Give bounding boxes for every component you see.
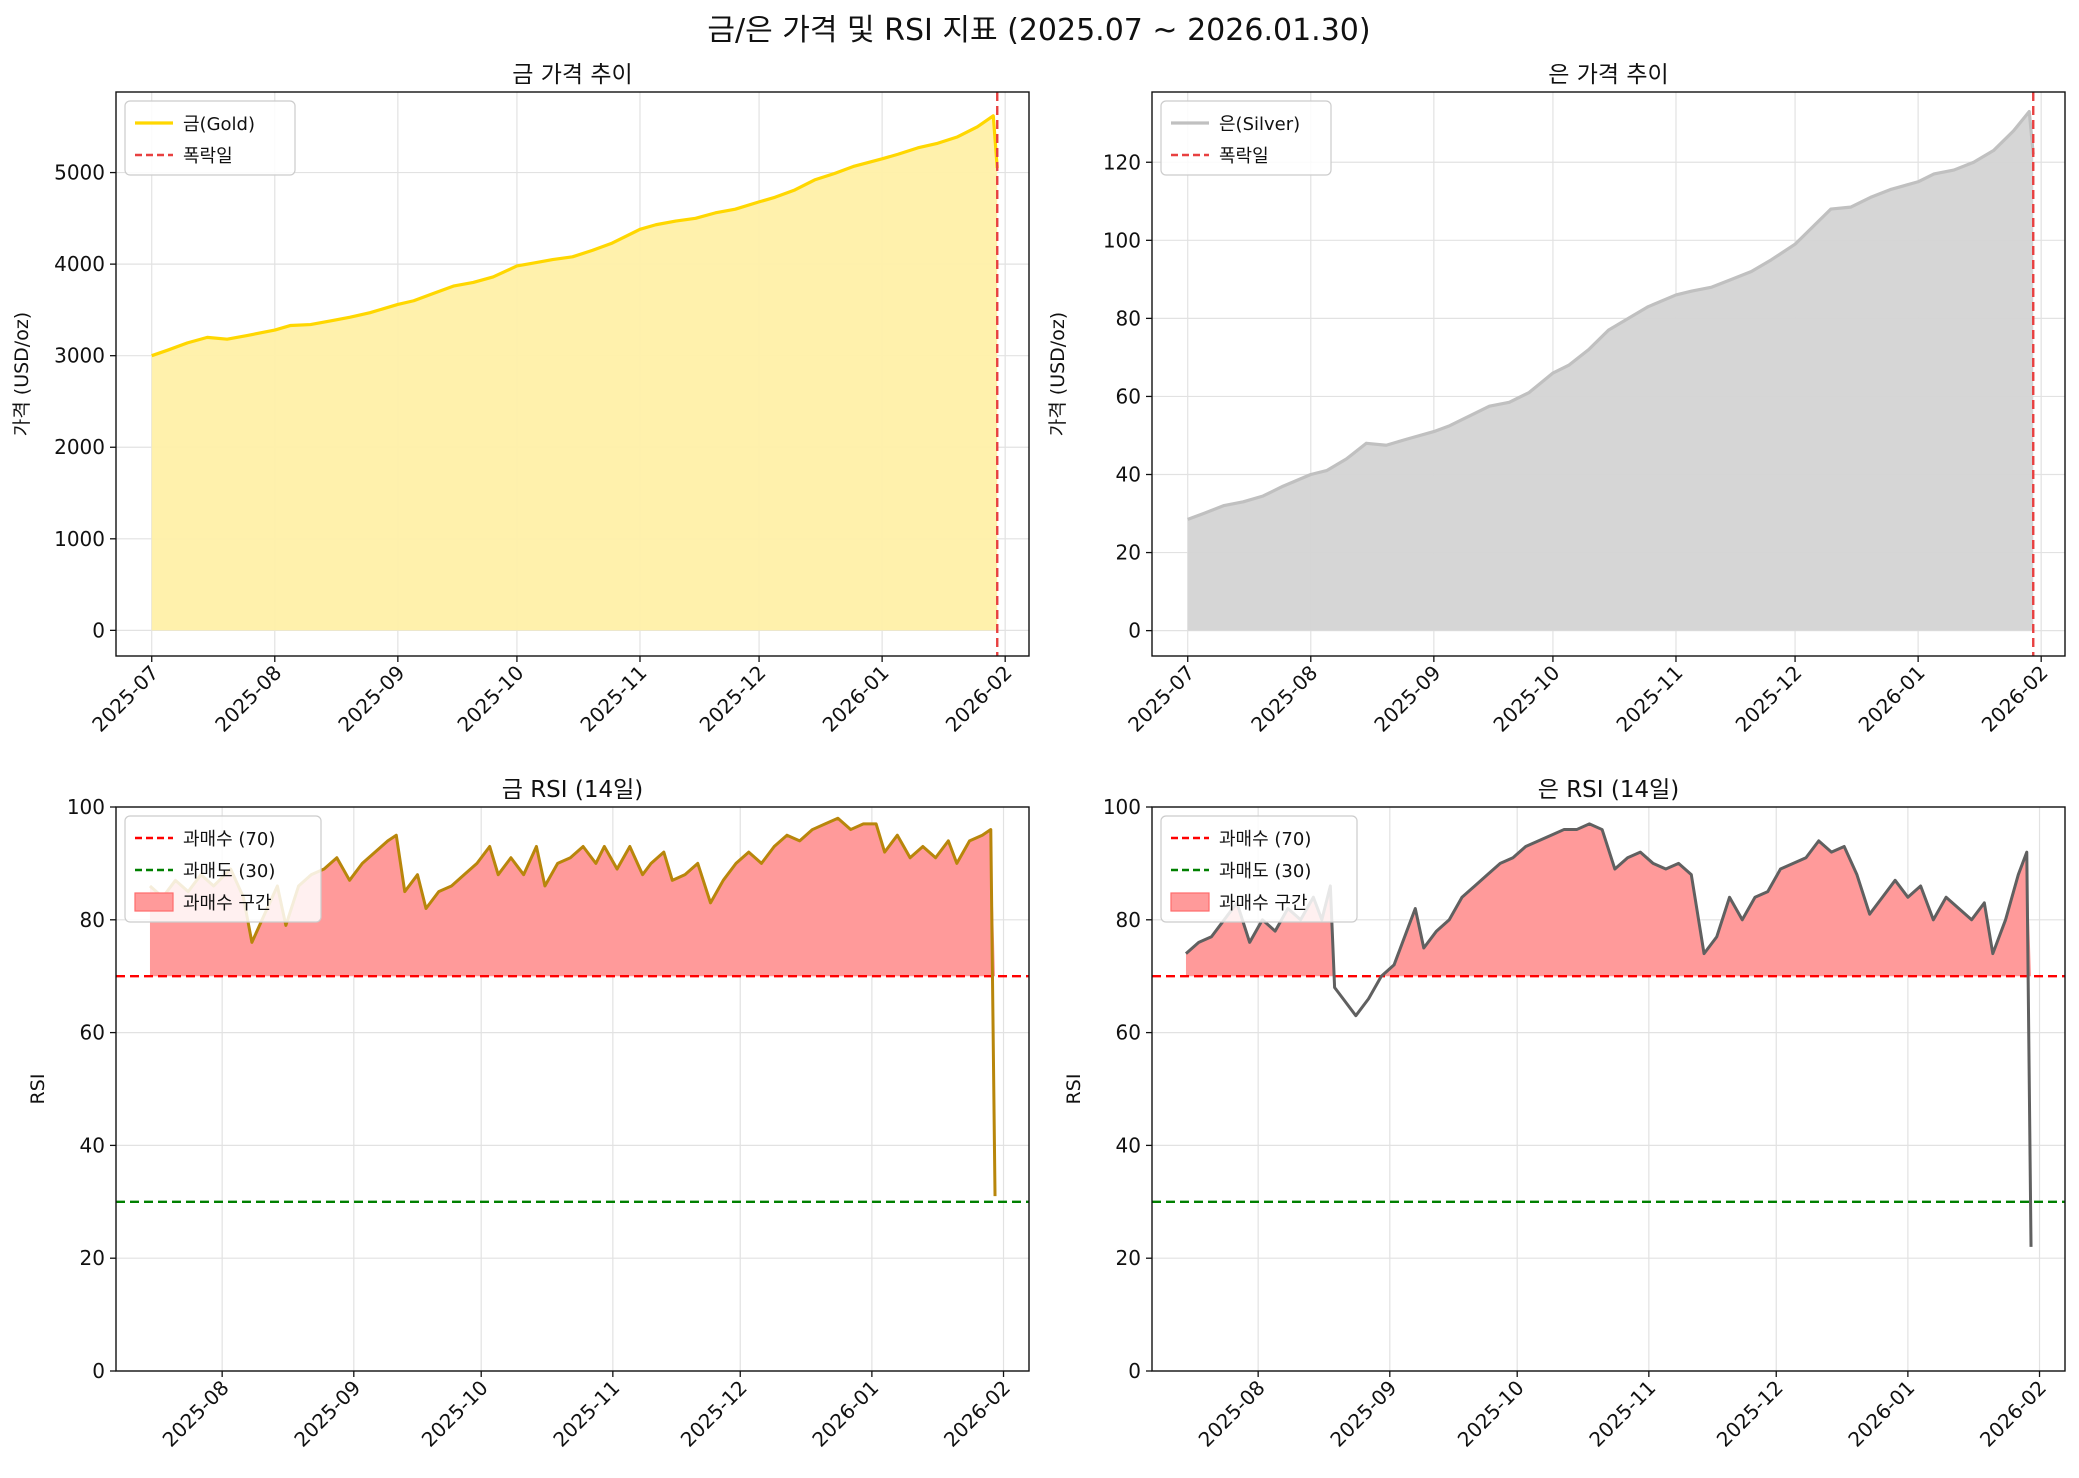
y-tick-label: 4000 — [54, 252, 105, 276]
x-tick-label: 2025-08 — [158, 1376, 234, 1452]
y-tick-label: 100 — [67, 795, 105, 819]
legend-label: 과매수 구간 — [183, 893, 272, 914]
x-tick-label: 2025-12 — [1731, 661, 1807, 737]
legend-label: 과매도 (30) — [183, 861, 275, 882]
y-tick-label: 60 — [1116, 1021, 1141, 1045]
gold-rsi-panel: 0 20 40 60 80 100 2025-08 2025-09 2025-10 2025-11… — [27, 777, 1030, 1452]
legend: 금(Gold) 폭락일 — [124, 100, 296, 176]
silver-price-panel: 0 20 40 60 80 100 120 2025-07 2025-08 2025-09 2025… — [1047, 62, 2066, 737]
legend: 과매수 (70) 과매도 (30) 과매수 구간 — [124, 815, 322, 923]
x-tick-label: 2026-02 — [941, 661, 1017, 737]
x-tick-label: 2025-07 — [1123, 661, 1199, 737]
x-tick-label: 2026-01 — [818, 661, 894, 737]
x-tick-label: 2025-11 — [548, 1376, 624, 1452]
price-area-fill — [151, 115, 998, 631]
x-tick-label: 2026-01 — [807, 1376, 883, 1452]
y-tick-label: 40 — [1116, 463, 1141, 487]
legend-box — [124, 100, 296, 176]
axes-frame — [1151, 806, 2066, 1372]
x-tick-label: 2025-11 — [1584, 1376, 1660, 1452]
x-tick-label: 2026-01 — [1843, 1376, 1919, 1452]
y-tick-label: 120 — [1103, 150, 1141, 174]
price-area-fill — [1187, 111, 2034, 631]
price-series-line — [1187, 109, 2035, 521]
subplot-title: 금 가격 추이 — [512, 62, 632, 88]
legend-label: 은(Silver) — [1219, 114, 1300, 135]
x-tick-label: 2025-10 — [1488, 661, 1564, 737]
silver-rsi-panel: 0 20 40 60 80 100 2025-08 2025-09 2025-10 2025-11… — [1063, 777, 2066, 1452]
y-tick-label: 80 — [1116, 306, 1141, 330]
axes-frame — [115, 91, 1030, 657]
legend-label: 과매수 (70) — [1219, 829, 1311, 850]
y-tick-label: 40 — [80, 1133, 105, 1157]
y-axis-label: RSI — [1063, 1074, 1085, 1105]
subplot-title: 금 RSI (14일) — [502, 777, 644, 803]
legend-box — [124, 815, 322, 923]
x-tick-label: 2026-02 — [1977, 661, 2053, 737]
y-tick-label: 1000 — [54, 527, 105, 551]
axes-frame — [1151, 91, 2066, 657]
legend-label: 폭락일 — [1219, 146, 1269, 167]
y-tick-label: 0 — [1128, 1359, 1141, 1383]
x-tick-label: 2025-12 — [695, 661, 771, 737]
y-tick-label: 20 — [1116, 1246, 1141, 1270]
y-tick-label: 20 — [1116, 541, 1141, 565]
legend-label: 폭락일 — [183, 146, 233, 167]
x-tick-label: 2025-09 — [1325, 1376, 1401, 1452]
y-tick-label: 60 — [1116, 384, 1141, 408]
x-tick-label: 2025-08 — [1246, 661, 1322, 737]
overbought-zone-fill — [1185, 823, 2032, 977]
y-tick-label: 0 — [92, 618, 105, 642]
x-tick-label: 2025-10 — [1453, 1376, 1529, 1452]
x-tick-label: 2025-11 — [1611, 661, 1687, 737]
legend-box — [1160, 100, 1332, 176]
legend-label: 금(Gold) — [183, 114, 255, 135]
x-tick-label: 2025-10 — [452, 661, 528, 737]
x-tick-label: 2025-08 — [210, 661, 286, 737]
legend-swatch — [1170, 892, 1210, 912]
y-axis-label: 가격 (USD/oz) — [1047, 312, 1069, 436]
x-tick-label: 2025-09 — [289, 1376, 365, 1452]
y-tick-label: 5000 — [54, 161, 105, 185]
y-tick-label: 40 — [1116, 1133, 1141, 1157]
gold-price-panel: 0 1000 2000 3000 4000 5000 2025-07 2025-08 2025-… — [11, 62, 1030, 737]
y-tick-label: 80 — [1116, 908, 1141, 932]
legend-label: 과매수 (70) — [183, 829, 275, 850]
x-tick-label: 2025-11 — [575, 661, 651, 737]
y-tick-label: 80 — [80, 908, 105, 932]
subplot-title: 은 가격 추이 — [1548, 62, 1668, 88]
subplot-title: 은 RSI (14일) — [1538, 777, 1680, 803]
y-tick-label: 60 — [80, 1021, 105, 1045]
y-axis-label: 가격 (USD/oz) — [11, 312, 33, 436]
y-tick-label: 2000 — [54, 435, 105, 459]
x-tick-label: 2025-09 — [1369, 661, 1445, 737]
x-tick-label: 2025-12 — [1712, 1376, 1788, 1452]
legend-label: 과매도 (30) — [1219, 861, 1311, 882]
figure-title: 금/은 가격 및 RSI 지표 (2025.07 ~ 2026.01.30) — [707, 13, 1370, 48]
x-tick-label: 2025-12 — [676, 1376, 752, 1452]
y-tick-label: 100 — [1103, 795, 1141, 819]
x-tick-label: 2025-08 — [1194, 1376, 1270, 1452]
x-tick-label: 2026-02 — [939, 1376, 1015, 1452]
legend: 은(Silver) 폭락일 — [1160, 100, 1332, 176]
y-tick-label: 100 — [1103, 228, 1141, 252]
legend-label: 과매수 구간 — [1219, 893, 1308, 914]
x-tick-label: 2025-09 — [333, 661, 409, 737]
x-tick-label: 2025-07 — [87, 661, 163, 737]
x-tick-label: 2025-10 — [417, 1376, 493, 1452]
y-tick-label: 0 — [92, 1359, 105, 1383]
legend: 과매수 (70) 과매도 (30) 과매수 구간 — [1160, 815, 1358, 923]
y-tick-label: 3000 — [54, 344, 105, 368]
x-tick-label: 2026-02 — [1975, 1376, 2051, 1452]
legend-box — [1160, 815, 1358, 923]
overbought-zone-fill — [149, 818, 996, 977]
y-tick-label: 0 — [1128, 619, 1141, 643]
price-series-line — [151, 114, 999, 358]
axes-frame — [115, 806, 1030, 1372]
x-tick-label: 2026-01 — [1854, 661, 1930, 737]
legend-swatch — [134, 892, 174, 912]
y-tick-label: 20 — [80, 1246, 105, 1270]
y-axis-label: RSI — [27, 1074, 49, 1105]
